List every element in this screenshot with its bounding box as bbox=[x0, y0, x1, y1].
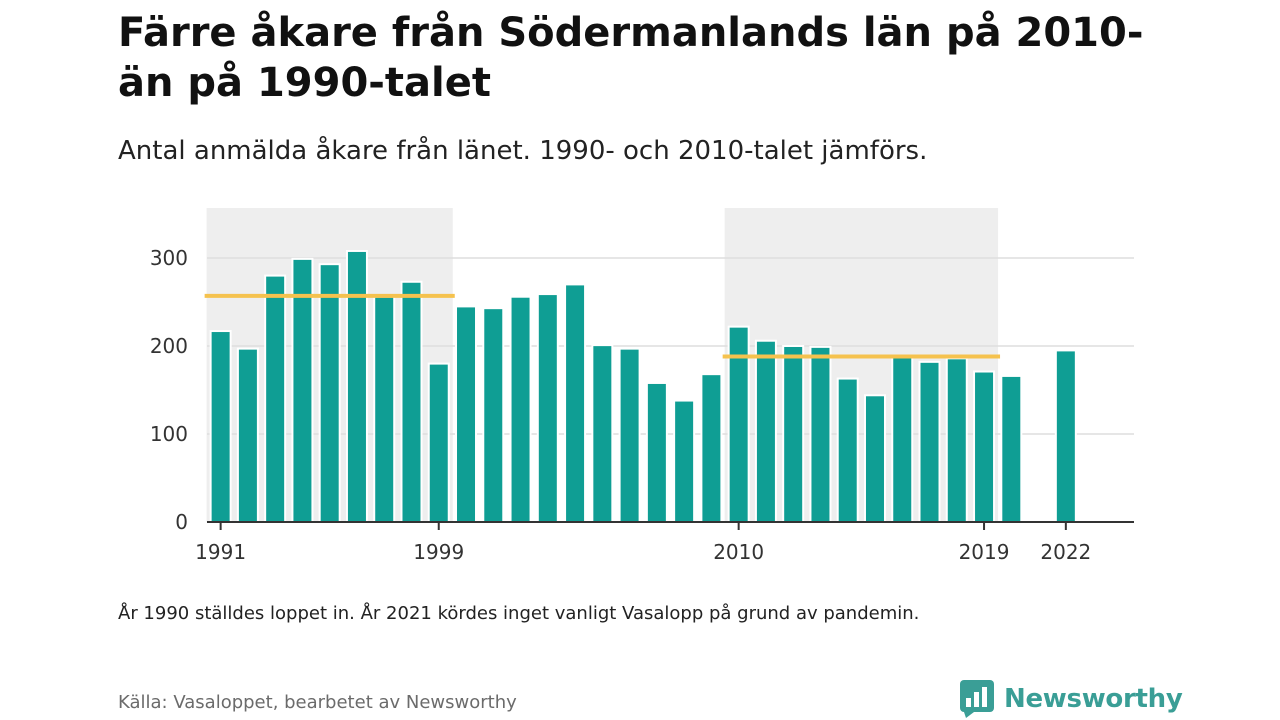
bar-2015 bbox=[863, 394, 886, 523]
source-credit: Källa: Vasaloppet, bearbetet av Newswort… bbox=[118, 692, 517, 713]
bar-2012 bbox=[782, 345, 805, 523]
bar-2005 bbox=[591, 344, 614, 523]
x-tick-label-2010: 2010 bbox=[713, 540, 764, 564]
bar-1995 bbox=[318, 263, 341, 523]
bar-2019 bbox=[973, 370, 996, 523]
bar-1996 bbox=[345, 249, 368, 524]
bar-2022 bbox=[1054, 349, 1077, 523]
newsworthy-logo-icon bbox=[960, 680, 994, 718]
bar-2017 bbox=[918, 360, 941, 523]
bar-2013 bbox=[809, 345, 832, 523]
brand-name: Newsworthy bbox=[1004, 684, 1183, 714]
bar-1997 bbox=[373, 295, 396, 523]
y-tick-label-0: 0 bbox=[175, 510, 188, 534]
bar-1999 bbox=[427, 362, 450, 523]
x-tick-label-1991: 1991 bbox=[195, 540, 246, 564]
bar-1998 bbox=[400, 280, 423, 524]
x-tick-label-1999: 1999 bbox=[413, 540, 464, 564]
bar-2000 bbox=[455, 305, 478, 524]
footnote: År 1990 ställdes loppet in. År 2021 körd… bbox=[118, 603, 920, 624]
bar-1993 bbox=[264, 274, 287, 523]
bar-1992 bbox=[236, 347, 259, 523]
bar-2016 bbox=[891, 356, 914, 523]
bar-1994 bbox=[291, 257, 314, 523]
y-tick-label-300: 300 bbox=[150, 246, 188, 270]
bar-chart: 1991 1999 2010 2019 2022 0 100 200 300 bbox=[150, 208, 1134, 564]
x-tick-label-2019: 2019 bbox=[959, 540, 1010, 564]
bar-2008 bbox=[673, 399, 696, 523]
bar-2007 bbox=[645, 381, 668, 523]
bar-2006 bbox=[618, 347, 641, 523]
bar-2004 bbox=[564, 283, 587, 524]
bar-2002 bbox=[509, 295, 532, 523]
bar-2003 bbox=[536, 293, 559, 523]
x-axis: 1991 1999 2010 2019 2022 bbox=[195, 521, 1134, 564]
y-tick-label-100: 100 bbox=[150, 422, 188, 446]
bar-2001 bbox=[482, 307, 505, 523]
average-lines bbox=[204, 293, 1001, 359]
y-axis: 0 100 200 300 bbox=[150, 246, 188, 534]
chart-title: Färre åkare från Södermanlands län på 20… bbox=[118, 10, 1144, 106]
bar-2014 bbox=[836, 377, 859, 523]
bar-1991 bbox=[209, 330, 232, 523]
chart-subtitle: Antal anmälda åkare från länet. 1990- oc… bbox=[118, 136, 928, 166]
y-tick-label-200: 200 bbox=[150, 334, 188, 358]
bar-2009 bbox=[700, 373, 723, 523]
bar-2018 bbox=[945, 357, 968, 523]
brand: Newsworthy bbox=[960, 680, 1183, 718]
bar-2020 bbox=[1000, 374, 1023, 523]
bars bbox=[209, 249, 1077, 524]
x-tick-label-2022: 2022 bbox=[1040, 540, 1091, 564]
bar-2011 bbox=[754, 339, 777, 523]
